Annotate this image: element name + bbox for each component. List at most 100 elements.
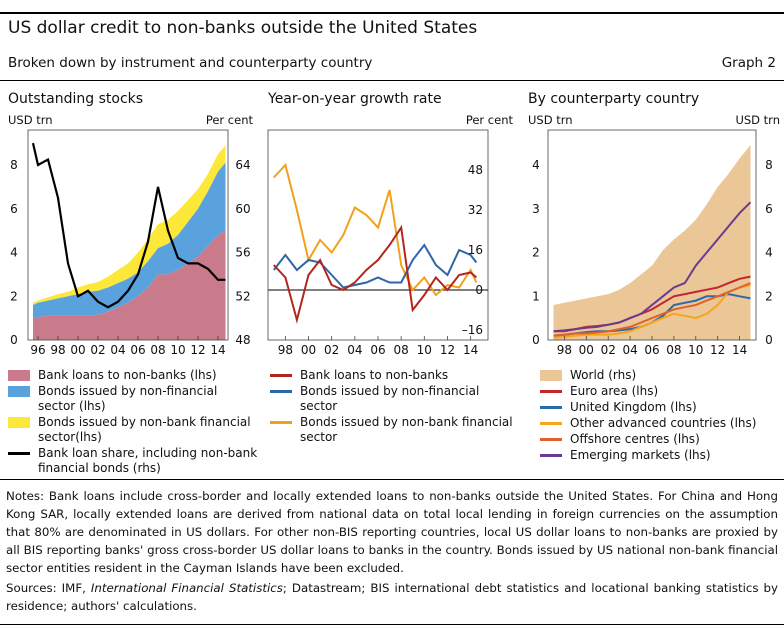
legend-swatch xyxy=(8,370,30,381)
legend-item-euro-area: Euro area (lhs) xyxy=(540,384,780,399)
area-bank-loans xyxy=(33,230,226,340)
header-rule xyxy=(0,80,784,81)
panel2-ytick: 48 xyxy=(468,163,483,177)
legend-swatch xyxy=(540,370,562,381)
legend-label: Euro area (lhs) xyxy=(570,384,659,398)
legend-item-growth-nonbankfin: Bonds issued by non-bank financial secto… xyxy=(270,415,520,445)
legend-item-bonds-nonbankfin: Bonds issued by non-bank financial secto… xyxy=(8,415,258,445)
panel1-xtick-label: 98 xyxy=(50,343,65,357)
line-other-advanced xyxy=(553,284,751,339)
panel1-xtick-label: 02 xyxy=(90,343,105,357)
top-rule xyxy=(0,12,784,14)
bottom-rule xyxy=(0,624,784,625)
panel3-ytick-right: 0 xyxy=(765,333,773,347)
panel3-xtick-label: 10 xyxy=(688,343,703,357)
legend-label: Bank loans to non-banks xyxy=(300,368,449,382)
panel1-ytick-right: 64 xyxy=(235,158,250,172)
panel3-xtick-label: 06 xyxy=(644,343,659,357)
panel1-ytick-right: 52 xyxy=(235,289,250,303)
panel2-ytick: 32 xyxy=(468,203,483,217)
panel2-xtick-label: 12 xyxy=(440,343,455,357)
legend-item-emerging: Emerging markets (lhs) xyxy=(540,448,780,463)
panel2-ytick: –16 xyxy=(462,323,483,337)
area-bonds-nonbank-financial xyxy=(33,145,226,305)
legend-swatch xyxy=(540,454,562,457)
panel3-ytick-left: 1 xyxy=(532,289,540,303)
panel2-title: Year-on-year growth rate xyxy=(268,91,442,107)
sources-suffix: ; Datastream; BIS international debt sta… xyxy=(6,581,778,613)
legend-label: Bonds issued by non-bank financial secto… xyxy=(38,415,251,444)
legend-label: Bonds issued by non-financial sector xyxy=(300,384,480,413)
panel3-legend: World (rhs) Euro area (lhs) United Kingd… xyxy=(540,368,780,464)
line-offshore-centres xyxy=(553,282,751,337)
panel1-xtick-label: 00 xyxy=(70,343,85,357)
chart-title: US dollar credit to non-banks outside th… xyxy=(8,18,478,38)
sources-italic: International Financial Statistics xyxy=(90,581,283,595)
panel2-xtick-label: 08 xyxy=(394,343,409,357)
legend-label: Offshore centres (lhs) xyxy=(570,432,700,446)
panel3-xtick-label: 14 xyxy=(732,343,747,357)
line-emerging-markets xyxy=(553,201,752,333)
legend-label: Other advanced countries (lhs) xyxy=(570,416,757,430)
panel1-ytick-left: 8 xyxy=(10,158,18,172)
line-growth-bonds-nonbank-financial xyxy=(273,162,478,297)
legend-swatch xyxy=(540,390,562,393)
panel3-xtick-label: 12 xyxy=(710,343,725,357)
panel1-xtick-label: 12 xyxy=(190,343,205,357)
panel1-xtick-label: 14 xyxy=(210,343,225,357)
legend-swatch xyxy=(8,417,30,428)
panel3-xtick-label: 00 xyxy=(579,343,594,357)
panel2-ylabel-right: Per cent xyxy=(466,113,514,127)
legend-swatch xyxy=(540,406,562,409)
panel3-ytick-left: 2 xyxy=(532,246,540,260)
panel2-xtick-label: 06 xyxy=(370,343,385,357)
panel1-xtick-label: 04 xyxy=(110,343,125,357)
panel1-legend: Bank loans to non-banks (lhs) Bonds issu… xyxy=(8,368,258,477)
notes-rule xyxy=(0,479,784,480)
panel1-ylabel-left: USD trn xyxy=(8,113,53,127)
panel1-xtick-label: 10 xyxy=(170,343,185,357)
panel1-ytick-left: 0 xyxy=(10,333,18,347)
panel1-title: Outstanding stocks xyxy=(8,91,144,107)
panel2-ytick: 16 xyxy=(468,243,483,257)
legend-swatch xyxy=(8,386,30,397)
legend-label: Bonds issued by non-financial sector (lh… xyxy=(38,384,218,413)
legend-label: Emerging markets (lhs) xyxy=(570,448,711,462)
panel2-xtick-label: 02 xyxy=(324,343,339,357)
panel2-xtick-label: 98 xyxy=(278,343,293,357)
legend-label: Bank loan share, including non-bank fina… xyxy=(38,446,258,475)
panel3-xtick-label: 04 xyxy=(622,343,637,357)
panel2-xtick-label: 04 xyxy=(347,343,362,357)
panel1-xtick-label: 08 xyxy=(150,343,165,357)
line-growth-bonds-nonfinancial xyxy=(273,243,478,289)
legend-swatch xyxy=(270,390,292,393)
panel2-legend: Bank loans to non-banks Bonds issued by … xyxy=(270,368,520,446)
panel3-ylabel-right: USD trn xyxy=(735,113,780,127)
panel1-ytick-right: 56 xyxy=(235,246,250,260)
legend-swatch xyxy=(270,374,292,377)
panel3-xtick-label: 02 xyxy=(601,343,616,357)
legend-item-growth-bank: Bank loans to non-banks xyxy=(270,368,520,383)
panel1-xtick-label: 06 xyxy=(130,343,145,357)
legend-item-loan-share: Bank loan share, including non-bank fina… xyxy=(8,446,258,476)
panel3-ytick-right: 2 xyxy=(765,289,773,303)
notes-text: Notes: Bank loans include cross-border a… xyxy=(6,489,778,575)
panel2-xtick-label: 10 xyxy=(417,343,432,357)
panel1-ytick-left: 6 xyxy=(10,202,18,216)
panel1-ylabel-right: Per cent xyxy=(206,113,254,127)
legend-label: Bonds issued by non-bank financial secto… xyxy=(300,415,513,444)
panel3-ytick-left: 4 xyxy=(532,158,540,172)
legend-label: Bank loans to non-banks (lhs) xyxy=(38,368,217,382)
panel2-ytick: 0 xyxy=(475,283,483,297)
line-bank-loan-share xyxy=(31,142,226,309)
panel3-ylabel-left: USD trn xyxy=(528,113,573,127)
panel3-xtick-label: 08 xyxy=(666,343,681,357)
legend-item-uk: United Kingdom (lhs) xyxy=(540,400,780,415)
legend-item-bonds-nonfin: Bonds issued by non-financial sector (lh… xyxy=(8,384,258,414)
legend-swatch xyxy=(540,438,562,441)
panel3-ytick-right: 6 xyxy=(765,202,773,216)
panel1-xtick-label: 96 xyxy=(30,343,45,357)
legend-swatch xyxy=(270,421,292,424)
panel3-ytick-right: 8 xyxy=(765,158,773,172)
legend-item-bank-loans: Bank loans to non-banks (lhs) xyxy=(8,368,258,383)
